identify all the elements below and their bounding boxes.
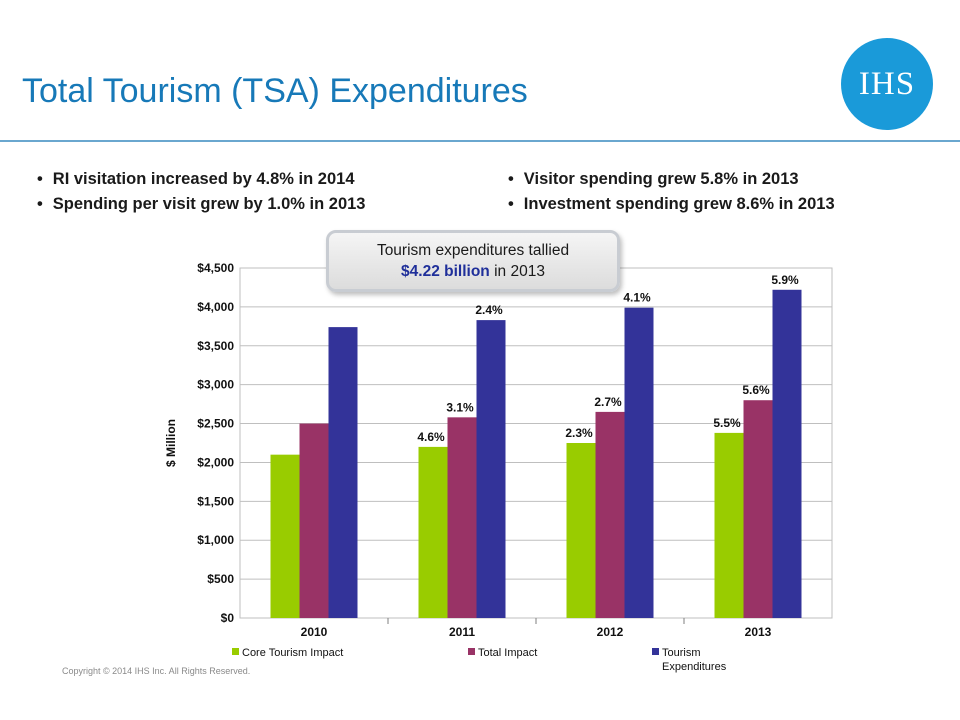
- title-divider: [0, 140, 960, 142]
- bar: [299, 423, 329, 618]
- copyright-notice: Copyright © 2014 IHS Inc. All Rights Res…: [62, 666, 251, 676]
- data-label: 5.6%: [742, 383, 770, 397]
- x-category-label: 2011: [449, 625, 475, 639]
- y-tick-label: $4,500: [197, 261, 234, 275]
- bar: [743, 400, 773, 618]
- y-tick-label: $3,000: [197, 378, 234, 392]
- bar: [714, 432, 744, 618]
- y-tick-label: $4,000: [197, 300, 234, 314]
- bar: [624, 307, 654, 618]
- bullet-item: Spending per visit grew by 1.0% in 2013: [37, 192, 366, 217]
- bar: [476, 320, 506, 618]
- callout-box: Tourism expenditures tallied $4.22 billi…: [326, 230, 620, 292]
- callout-line-amount: $4.22 billion in 2013: [329, 261, 617, 282]
- data-label: 5.9%: [771, 273, 799, 287]
- ihs-logo: IHS: [841, 38, 933, 130]
- callout-line: Tourism expenditures tallied: [376, 242, 570, 259]
- bar: [566, 443, 596, 618]
- x-category-label: 2010: [301, 625, 328, 639]
- x-category-label: 2013: [745, 625, 772, 639]
- legend-label: Tourism Expenditures: [662, 647, 727, 673]
- bullet-list-right: Visitor spending grew 5.8% in 2013 Inves…: [508, 167, 835, 217]
- bar: [270, 454, 300, 618]
- data-label: 2.4%: [475, 303, 503, 317]
- data-label: 4.1%: [623, 291, 651, 305]
- data-label: 3.1%: [446, 400, 474, 414]
- y-tick-label: $1,500: [197, 494, 234, 508]
- data-label: 2.7%: [594, 395, 622, 409]
- bar: [595, 411, 625, 618]
- y-tick-label: $1,000: [197, 533, 234, 547]
- legend-label: Core Tourism Impact: [242, 647, 343, 659]
- x-category-label: 2012: [597, 625, 624, 639]
- y-tick-label: $3,500: [197, 339, 234, 353]
- y-tick-label: $500: [207, 572, 234, 586]
- bullet-item: Investment spending grew 8.6% in 2013: [508, 192, 835, 217]
- legend-swatch: [468, 648, 475, 655]
- bar: [447, 417, 477, 618]
- y-tick-label: $2,500: [197, 417, 234, 431]
- legend-label: Total Impact: [478, 647, 537, 659]
- y-tick-label: $2,000: [197, 455, 234, 469]
- bar: [328, 327, 358, 618]
- data-label: 4.6%: [417, 430, 445, 444]
- data-label: 2.3%: [565, 426, 593, 440]
- y-axis-label: $ Million: [164, 419, 178, 467]
- callout-suffix: in 2013: [489, 263, 545, 280]
- bar: [418, 446, 448, 618]
- y-tick-label: $0: [221, 611, 235, 625]
- bullet-list-left: RI visitation increased by 4.8% in 2014 …: [37, 167, 366, 217]
- callout-amount: $4.22 billion: [401, 263, 490, 280]
- bar: [772, 289, 802, 618]
- bullet-item: RI visitation increased by 4.8% in 2014: [37, 167, 365, 192]
- slide-title: Total Tourism (TSA) Expenditures: [22, 72, 528, 110]
- data-label: 5.5%: [713, 416, 741, 430]
- legend-swatch: [652, 648, 659, 655]
- bullet-item: Visitor spending grew 5.8% in 2013: [508, 167, 835, 192]
- legend-swatch: [232, 648, 239, 655]
